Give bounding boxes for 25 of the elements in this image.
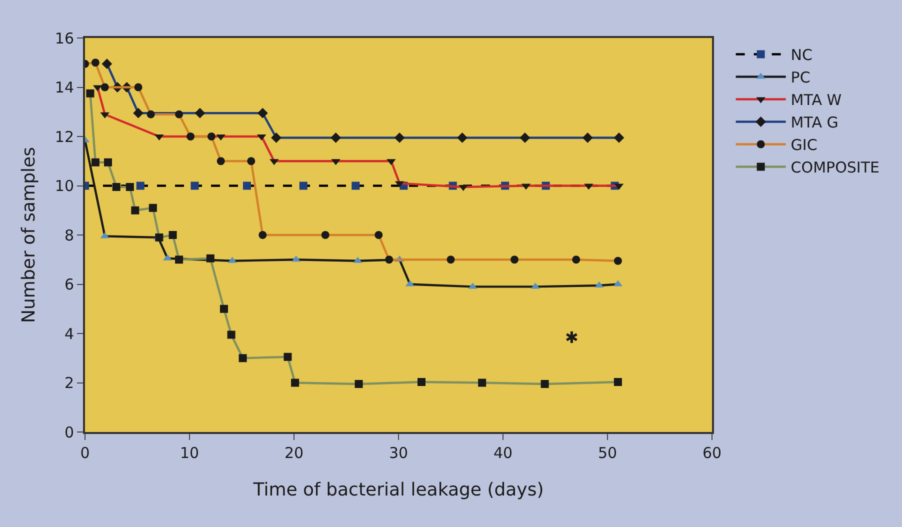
x-tick-label: 60 xyxy=(702,444,722,462)
x-tick-label: 0 xyxy=(80,444,90,462)
x-tick-label: 10 xyxy=(180,444,200,462)
annotation: ✱ xyxy=(565,328,578,347)
y-tick-label: 10 xyxy=(54,177,74,195)
y-tick-label: 6 xyxy=(64,276,74,294)
y-tick-label: 14 xyxy=(54,78,74,96)
legend-label: NC xyxy=(790,46,813,64)
y-tick-label: 2 xyxy=(64,374,74,392)
legend-label: PC xyxy=(790,68,810,87)
x-tick-label: 40 xyxy=(493,444,513,462)
legend-label: COMPOSITE xyxy=(790,158,880,177)
legend-label: MTA W xyxy=(790,91,842,110)
x-tick-label: 20 xyxy=(284,444,304,462)
x-tick-label: 30 xyxy=(388,444,408,462)
y-tick-label: 4 xyxy=(64,324,74,343)
y-tick-label: 8 xyxy=(64,226,74,244)
y-tick-label: 16 xyxy=(54,29,74,48)
y-tick-label: 0 xyxy=(64,423,74,442)
legend-label: MTA G xyxy=(790,114,838,132)
y-axis-title: Number of samples xyxy=(18,147,40,323)
legend-label: GIC xyxy=(790,136,818,154)
x-tick-label: 50 xyxy=(598,444,618,462)
y-tick-label: 12 xyxy=(54,128,74,146)
x-axis-title: Time of bacterial leakage (days) xyxy=(252,480,544,501)
